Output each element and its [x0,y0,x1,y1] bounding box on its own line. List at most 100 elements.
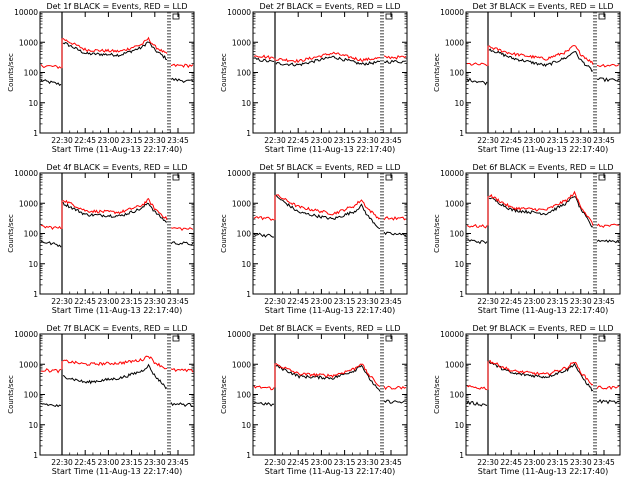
plot-frame [39,11,195,134]
x-tick-label: 22:30 [477,458,499,467]
x-axis-label: Start Time (11-Aug-13 22:17:40) [52,145,183,154]
x-tick-label: 22:45 [287,136,309,145]
series-lld [62,355,168,370]
y-axis-label: Counts/sec [433,53,441,92]
y-tick-label: 100 [24,391,39,400]
x-axis-label: Start Time (11-Aug-13 22:17:40) [478,306,609,315]
y-tick-label: 10 [28,421,38,430]
x-tick-label: 23:15 [334,136,356,145]
plot-frame [465,11,621,134]
series-events-post [170,241,194,246]
y-tick-label: 1 [246,290,251,299]
y-tick-label: 100 [450,230,465,239]
series-events [62,363,168,390]
series-events-pre [40,79,62,87]
y-tick-label: 1000 [19,199,38,208]
plot-frame [252,172,408,295]
x-tick-label: 23:00 [311,297,333,306]
x-tick-label: 23:15 [121,297,143,306]
x-tick-label: 23:45 [593,458,615,467]
x-axis-label: Start Time (11-Aug-13 22:17:40) [265,145,396,154]
x-tick-label: 23:30 [570,136,592,145]
x-tick-label: 23:30 [570,297,592,306]
y-tick-label: 10000 [227,8,251,17]
series-lld [488,190,594,226]
y-tick-label: 10000 [14,330,38,339]
series-lld [276,194,381,220]
x-tick-label: 22:45 [74,297,96,306]
x-tick-label: 23:30 [357,136,379,145]
y-tick-label: 10000 [14,8,38,17]
y-tick-label: 1 [459,129,464,138]
panel-5: Det 5f BLACK = Events, RED = LLD 1 10 100 10… [220,163,408,315]
series-events [275,55,381,67]
panel-title: Det 5f BLACK = Events, RED = LLD [259,163,400,172]
panel-title: Det 9f BLACK = Events, RED = LLD [472,324,613,333]
series-events-pre [466,77,488,86]
series-lld-pre [253,215,275,221]
y-tick-label: 1 [459,451,464,460]
y-tick-label: 100 [450,69,465,78]
plot-frame [39,172,195,295]
x-axis-label: Start Time (11-Aug-13 22:17:40) [478,145,609,154]
x-tick-label: 23:45 [380,458,402,467]
x-tick-label: 22:45 [287,297,309,306]
y-tick-label: 1000 [232,38,251,47]
panel-6: Det 6f BLACK = Events, RED = LLD 1 10 100 10… [433,163,621,315]
x-tick-label: 23:00 [524,297,546,306]
x-tick-label: 22:45 [74,458,96,467]
x-tick-label: 23:30 [357,297,379,306]
x-tick-label: 23:45 [167,297,189,306]
x-tick-label: 23:30 [144,136,166,145]
y-tick-label: 1 [459,290,464,299]
series-events [62,41,168,61]
x-axis-label: Start Time (11-Aug-13 22:17:40) [265,306,396,315]
x-tick-label: 23:30 [144,297,166,306]
marker-box [598,335,606,342]
y-axis-label: Counts/sec [433,375,441,414]
series-lld-pre [466,384,488,391]
x-tick-label: 23:15 [547,458,569,467]
x-tick-label: 23:00 [524,136,546,145]
plot-frame [252,333,408,456]
x-tick-label: 23:15 [121,458,143,467]
plot-frame [465,333,621,456]
x-tick-label: 23:45 [167,458,189,467]
x-tick-label: 23:30 [144,458,166,467]
y-tick-label: 1 [246,129,251,138]
y-axis-label: Counts/sec [7,214,15,253]
x-tick-label: 23:30 [357,458,379,467]
y-tick-label: 1000 [232,360,251,369]
y-tick-label: 100 [237,391,252,400]
x-tick-label: 23:00 [98,136,120,145]
series-events [275,364,381,392]
y-axis-label: Counts/sec [7,375,15,414]
series-events-post [383,59,407,64]
plot-frame [39,333,195,456]
marker-box [598,13,606,20]
x-tick-label: 23:00 [524,458,546,467]
series-events-post [596,77,620,83]
y-tick-label: 100 [24,69,39,78]
x-tick-label: 23:30 [570,458,592,467]
series-events-pre [40,403,62,408]
y-axis-label: Counts/sec [7,53,15,92]
panel-9: Det 9f BLACK = Events, RED = LLD 1 10 100 10… [433,324,621,476]
y-tick-label: 1000 [19,38,38,47]
y-tick-label: 10000 [440,8,464,17]
series-lld [488,359,594,386]
x-tick-label: 22:45 [500,136,522,145]
series-lld-post [383,385,407,391]
x-tick-label: 22:30 [477,136,499,145]
series-lld [62,36,168,54]
series-lld [488,45,594,65]
marker-box [172,335,180,342]
x-tick-label: 23:15 [334,297,356,306]
panel-4: Det 4f BLACK = Events, RED = LLD 1 10 100 10… [7,163,195,315]
panel-title: Det 4f BLACK = Events, RED = LLD [46,163,187,172]
x-tick-label: 22:30 [477,297,499,306]
series-lld-pre [466,224,488,229]
panel-1: Det 1f BLACK = Events, RED = LLD 1 10 100 10… [7,2,195,154]
marker-box [385,335,393,342]
